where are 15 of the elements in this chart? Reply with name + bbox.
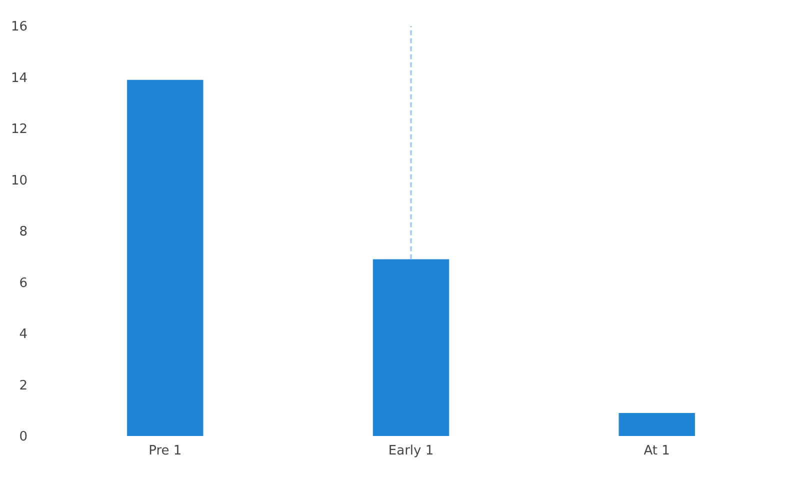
x-tick-label: At 1	[644, 444, 670, 458]
y-tick-label: 2	[19, 378, 28, 394]
y-tick-label: 12	[10, 122, 28, 137]
bar	[372, 259, 450, 436]
y-tick-label: 10	[10, 173, 28, 188]
y-tick-label: 4	[19, 327, 28, 342]
y-tick-label: 16	[10, 20, 28, 34]
y-tick-label: 6	[19, 276, 28, 291]
x-tick-label: Pre 1	[148, 444, 182, 458]
y-tick-label: 14	[10, 70, 28, 86]
y-tick-label: 8	[19, 224, 28, 240]
bar	[127, 80, 204, 436]
x-tick-label: Early 1	[388, 444, 434, 458]
bar	[618, 412, 695, 436]
y-tick-label: 0	[19, 430, 28, 444]
